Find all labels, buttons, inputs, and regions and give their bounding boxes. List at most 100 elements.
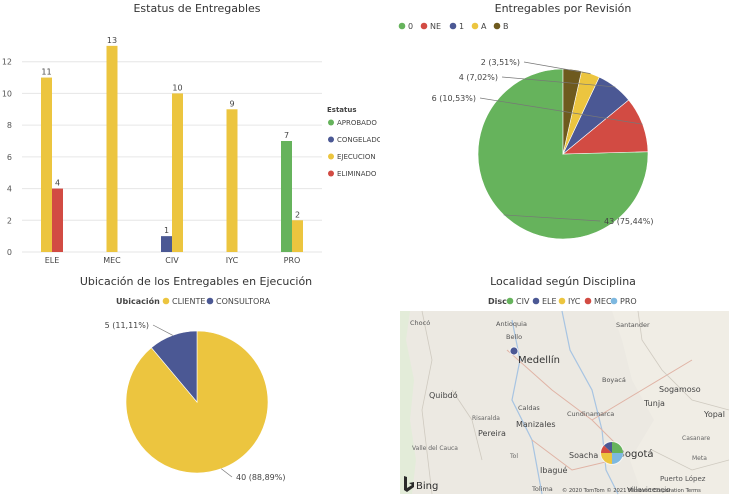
revision-pie-title: Entregables por Revisión: [495, 2, 632, 15]
revision-data-label: 6 (10,53%): [432, 94, 476, 103]
bar-legend-label: EJECUCION: [337, 153, 376, 161]
place-antioquia: Antioquia: [496, 320, 527, 328]
map-legend-marker: [506, 297, 514, 305]
map-legend-marker: [532, 297, 540, 305]
place-cundinamarca: Cundinamarca: [567, 410, 614, 418]
revision-data-label: 4 (7,02%): [459, 73, 498, 82]
place-quibdo: Quibdó: [429, 390, 458, 400]
bar-legend-label: ELIMINADO: [337, 170, 377, 178]
location-pie-chart: Ubicación de los Entregables en Ejecució…: [80, 275, 312, 482]
bar-legend-label: CONGELADO: [337, 136, 380, 144]
location-data-label: 40 (88,89%): [236, 473, 285, 482]
bar-data-label: 9: [229, 99, 234, 108]
revision-legend-label: NE: [430, 22, 441, 31]
map-legend-label: ELE: [542, 297, 557, 306]
bar-data-label: 7: [284, 131, 289, 140]
place-manizales: Manizales: [516, 420, 556, 429]
revision-leader-line: [503, 214, 601, 222]
location-pie-title: Ubicación de los Entregables en Ejecució…: [80, 275, 312, 288]
bar-legend-title: Estatus: [327, 106, 357, 114]
map-canvas[interactable]: Chocó Antioquia Bello Medellín Santander…: [400, 310, 730, 495]
location-leader-line: [152, 324, 173, 336]
place-bello: Bello: [506, 333, 522, 341]
bar-y-tick-label: 6: [7, 153, 12, 162]
bar-data-label: 10: [172, 83, 182, 92]
location-data-label: 5 (11,11%): [105, 321, 149, 330]
bar-y-tick-label: 10: [2, 89, 12, 98]
revision-leader-line: [501, 76, 616, 88]
place-soacha: Soacha: [569, 451, 598, 460]
place-sogamoso: Sogamoso: [659, 385, 701, 394]
revision-legend-marker: [398, 22, 406, 30]
bar-legend-marker: [328, 136, 334, 143]
map-legend-marker: [558, 297, 566, 305]
revision-legend-label: 0: [408, 22, 413, 31]
place-bogota: Bogotá: [618, 448, 654, 460]
bar-y-tick-label: 2: [7, 216, 12, 225]
place-medellin: Medellín: [518, 354, 560, 366]
map-marker-bogota[interactable]: [600, 441, 624, 465]
bar-y-tick-label: 0: [7, 248, 12, 257]
revision-data-label: 43 (75,44%): [604, 217, 653, 226]
location-legend-marker: [162, 297, 170, 305]
map-legend-label: IYC: [568, 297, 581, 306]
place-caldas: Caldas: [518, 404, 540, 412]
place-boyaca: Boyacá: [602, 376, 626, 384]
revision-legend-label: A: [481, 22, 487, 31]
place-casanare: Casanare: [682, 435, 710, 442]
bar-civ-ejecucion: [172, 93, 183, 252]
place-valle-del-cauca: Valle del Cauca: [412, 445, 458, 452]
place-tunja: Tunja: [643, 399, 665, 408]
map-panel: Localidad según Disciplina Disc CIV ELE IY…: [392, 270, 731, 498]
bar-data-label: 1: [164, 226, 169, 235]
map-legend-marker: [584, 297, 592, 305]
bar-iyc-ejecucion: [226, 109, 238, 253]
map-marker-medellin[interactable]: [509, 346, 519, 356]
bar-data-label: 11: [41, 68, 51, 77]
bar-legend-marker: [328, 170, 334, 177]
bar-pro-aprobado: [281, 141, 292, 252]
place-meta: Meta: [692, 455, 707, 462]
location-legend-label: CLIENTE: [172, 297, 205, 306]
revision-legend-label: 1: [459, 22, 464, 31]
bar-y-tick-label: 12: [2, 58, 12, 67]
revision-legend-marker: [449, 22, 457, 30]
location-pie-panel: Ubicación de los Entregables en Ejecució…: [0, 270, 392, 498]
map-legend-title: Disc: [488, 297, 507, 306]
bar-y-tick-label: 8: [7, 121, 12, 130]
map-legend-label: MEC: [594, 297, 612, 306]
place-villavicencio: Villavicencio: [627, 486, 671, 494]
map-legend-label: PRO: [620, 297, 637, 306]
bar-data-label: 2: [295, 210, 300, 219]
bar-legend-marker: [328, 153, 334, 160]
place-tolima: Tolima: [531, 485, 553, 493]
bar-x-tick-label: CIV: [165, 256, 179, 265]
bar-x-tick-label: ELE: [45, 256, 60, 265]
bar-data-label: 13: [107, 36, 117, 45]
location-legend-marker: [206, 297, 214, 305]
location-legend-title: Ubicación: [116, 296, 160, 306]
revision-data-label: 2 (3,51%): [481, 58, 520, 67]
revision-legend-marker: [493, 22, 501, 30]
bar-ele-ejecucion: [41, 77, 52, 252]
map-title: Localidad según Disciplina: [490, 275, 636, 288]
bing-logo: Bing: [404, 476, 438, 492]
map-copyright: © 2020 TomTom © 2021 Microsoft Corporati…: [562, 487, 701, 494]
place-puerto-lopez: Puerto López: [660, 475, 706, 483]
bar-x-tick-label: IYC: [226, 256, 239, 265]
place-ibague: Ibagué: [540, 465, 567, 475]
bar-chart: Estatus de Entregables 0 2 4 6 8 10 12 11 4 13 1 1…: [2, 2, 383, 265]
map-legend-marker: [610, 297, 618, 305]
revision-legend-marker: [420, 22, 428, 30]
bar-chart-title: Estatus de Entregables: [133, 2, 260, 15]
place-pereira: Pereira: [478, 429, 506, 438]
bar-x-tick-label: PRO: [284, 256, 301, 265]
place-santander: Santander: [616, 321, 650, 329]
bar-legend-marker: [328, 119, 334, 126]
place-yopal: Yopal: [703, 410, 725, 419]
bar-ele-eliminado: [52, 188, 63, 252]
location-leader-line: [221, 468, 233, 478]
bar-chart-panel: Estatus de Entregables 0 2 4 6 8 10 12 11 4 13 1 1…: [0, 0, 383, 270]
revision-leader-line: [523, 61, 591, 74]
map-chart: Localidad según Disciplina Disc CIV ELE IY…: [400, 275, 730, 495]
